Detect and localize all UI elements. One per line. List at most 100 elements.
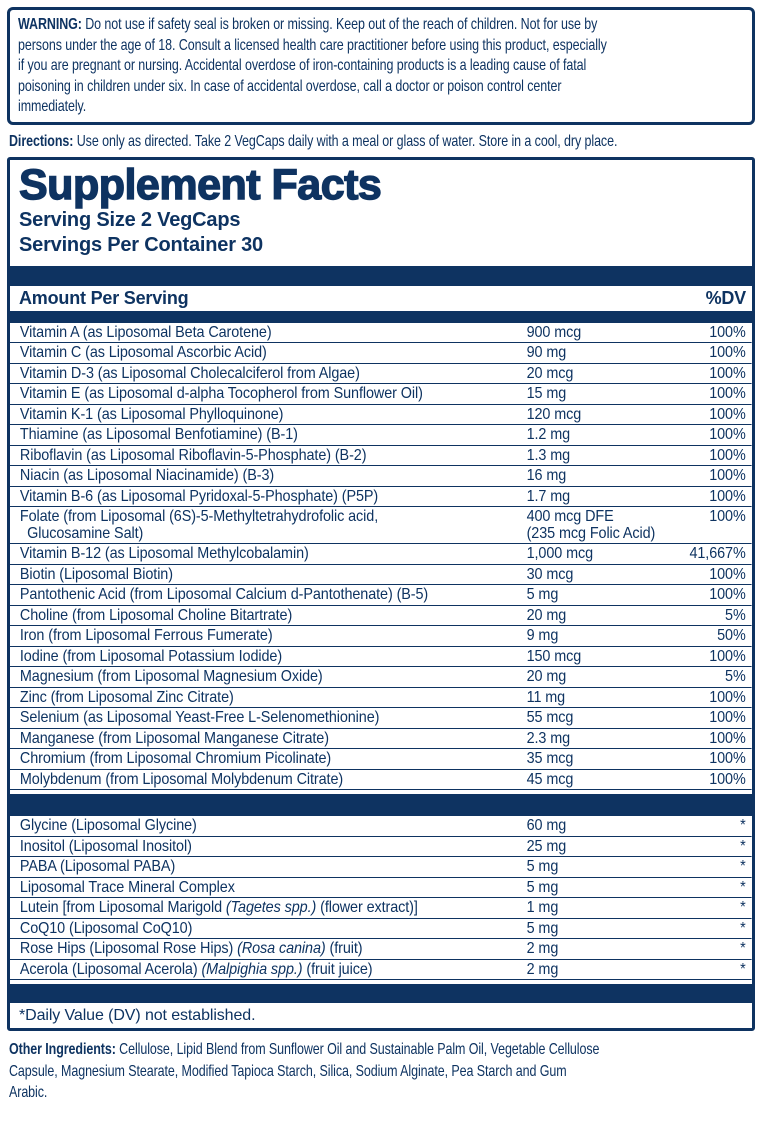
nutrient-name-part: Vitamin K-1 (as Liposomal Phylloquinone) <box>19 405 284 423</box>
amount-line1: 2.3 mg <box>526 729 571 747</box>
nutrient-dv: * <box>740 837 746 855</box>
nutrient-name-line2: Glucosamine Salt) <box>27 524 144 542</box>
nutrient-amount: 2 mg <box>526 960 677 979</box>
nutrient-name-part: Zinc (from Liposomal Zinc Citrate) <box>19 688 234 706</box>
nutrient-dv: 41,667% <box>689 545 746 562</box>
amount-line1: 1.2 mg <box>526 426 571 443</box>
servings-per-container: Servings Per Container 30 <box>19 233 263 256</box>
nutrient-name: Choline (from Liposomal Choline Bitartra… <box>20 607 527 625</box>
nutrient-amount: 120 mcg <box>527 406 677 424</box>
nutrient-name: Liposomal Trace Mineral Complex <box>20 879 527 897</box>
nutrient-amount: 20 mg <box>526 668 677 686</box>
amount-line1: 1.7 mg <box>526 487 571 505</box>
nutrient-name: Inositol (Liposomal Inositol) <box>19 837 527 856</box>
nutrient-name-part: Vitamin A (as Liposomal Beta Carotene) <box>19 323 272 341</box>
nutrient-name: Vitamin C (as Liposomal Ascorbic Acid) <box>20 344 527 362</box>
text-line: Arabic. <box>9 1084 48 1101</box>
amount-line1: 2 mg <box>526 940 559 957</box>
nutrient-name-part: Vitamin E (as Liposomal d-alpha Tocopher… <box>19 385 423 402</box>
table-row: Acerola (Liposomal Acerola) (Malpighia s… <box>10 960 752 980</box>
table-row: Vitamin B-12 (as Liposomal Methylcobalam… <box>10 544 752 565</box>
amount-line2: (235 mcg Folic Acid) <box>526 524 656 542</box>
table-row: Vitamin E (as Liposomal d-alpha Tocopher… <box>10 384 752 405</box>
nutrient-dv: * <box>740 817 746 834</box>
warning-text: WARNING: Do not use if safety seal is br… <box>18 15 744 118</box>
table-row: Zinc (from Liposomal Zinc Citrate) 11 mg 1… <box>10 688 752 708</box>
nutrient-name: Iodine (from Liposomal Potassium Iodide) <box>20 648 527 666</box>
nutrient-dv: * <box>740 899 746 916</box>
nutrient-name-part: (Rosa canina) <box>237 940 326 957</box>
amount-line1: 2 mg <box>526 960 559 978</box>
nutrient-dv: 100% <box>709 508 746 525</box>
divider-bar-top <box>10 265 752 286</box>
nutrient-name-part: Glycine (Liposomal Glycine) <box>19 817 197 834</box>
nutrient-amount: 30 mcg <box>527 566 677 584</box>
nutrient-name: Zinc (from Liposomal Zinc Citrate) <box>19 688 527 707</box>
text-line: Other Ingredients: Cellulose, Lipid Blen… <box>9 1041 600 1058</box>
table-row: Choline (from Liposomal Choline Bitartra… <box>10 606 752 626</box>
nutrient-amount: 15 mg <box>527 385 677 403</box>
amount-line1: 20 mcg <box>526 364 574 382</box>
table-row: Iron (from Liposomal Ferrous Fumerate) 9 … <box>10 626 752 647</box>
nutrient-amount: 400 mcg DFE (235 mcg Folic Acid) <box>526 508 677 542</box>
table-row: CoQ10 (Liposomal CoQ10) 5 mg * <box>10 919 752 939</box>
divider-bar-header <box>10 310 752 323</box>
nutrient-name: Lutein [from Liposomal Marigold (Tagetes… <box>19 899 527 917</box>
nutrient-name: Biotin (Liposomal Biotin) <box>19 565 527 584</box>
nutrient-name: Vitamin A (as Liposomal Beta Carotene) <box>19 323 527 342</box>
panel-header: Supplement Facts Serving Size 2 VegCaps … <box>10 160 752 266</box>
nutrient-amount: 20 mcg <box>526 364 677 383</box>
nutrient-name: Rose Hips (Liposomal Rose Hips) (Rosa ca… <box>20 940 527 958</box>
table-row: Thiamine (as Liposomal Benfotiamine) (B-… <box>10 425 752 446</box>
nutrient-amount: 1.7 mg <box>526 487 677 506</box>
nutrient-dv: 100% <box>709 647 746 665</box>
nutrient-name-part: Inositol (Liposomal Inositol) <box>19 837 192 855</box>
table-row: Inositol (Liposomal Inositol) 25 mg * <box>10 837 752 857</box>
amount-line1: 60 mg <box>526 817 567 834</box>
directions-text: Use only as directed. Take 2 VegCaps dai… <box>76 132 618 150</box>
nutrient-name-part: Vitamin B-12 (as Liposomal Methylcobalam… <box>19 545 309 562</box>
nutrient-dv: 100% <box>709 750 746 767</box>
amount-line1: 1 mg <box>526 899 559 916</box>
nutrient-dv: 100% <box>709 344 746 361</box>
nutrient-name: PABA (Liposomal PABA) <box>19 858 527 876</box>
amount-line1: 16 mg <box>526 467 567 484</box>
nutrient-name-part: Iron (from Liposomal Ferrous Fumerate) <box>19 627 273 644</box>
nutrient-name-part: PABA (Liposomal PABA) <box>19 858 176 875</box>
table-row: Riboflavin (as Liposomal Riboflavin-5-Ph… <box>10 446 752 466</box>
nutrient-name: Manganese (from Liposomal Manganese Citr… <box>19 729 527 748</box>
nutrient-name-part: Thiamine (as Liposomal Benfotiamine) (B-… <box>19 426 298 443</box>
table-row: Manganese (from Liposomal Manganese Citr… <box>10 729 752 749</box>
nutrient-dv: 100% <box>709 405 746 423</box>
nutrient-amount: 1.2 mg <box>526 426 677 444</box>
nutrient-amount: 60 mg <box>526 817 677 835</box>
nutrient-name-part: (flower extract)] <box>316 899 418 916</box>
nutrient-amount: 1,000 mcg <box>527 545 677 563</box>
nutrient-name-part: Manganese (from Liposomal Manganese Citr… <box>19 729 329 747</box>
nutrient-amount: 1.3 mg <box>527 447 677 465</box>
nutrient-amount: 150 mcg <box>527 648 677 666</box>
supplement-facts-panel: Supplement Facts Serving Size 2 VegCaps … <box>7 156 755 1031</box>
nutrient-amount: 11 mg <box>527 689 677 707</box>
directions: Directions: Use only as directed. Take 2… <box>9 132 753 152</box>
table-row: Lutein [from Liposomal Marigold (Tagetes… <box>10 898 752 919</box>
nutrient-name: Iron (from Liposomal Ferrous Fumerate) <box>19 627 527 645</box>
nutrient-amount: 90 mg <box>527 344 677 362</box>
table-row: Glycine (Liposomal Glycine) 60 mg * <box>10 816 752 837</box>
nutrient-name: Molybdenum (from Liposomal Molybdenum Ci… <box>20 771 527 789</box>
table-row: Folate (from Liposomal (6S)-5-Methyltetr… <box>10 507 752 544</box>
table-row: Rose Hips (Liposomal Rose Hips) (Rosa ca… <box>10 939 752 960</box>
amount-line1: 20 mg <box>526 668 567 685</box>
nutrient-name-part: Biotin (Liposomal Biotin) <box>19 565 173 583</box>
text-line: if you are pregnant or nursing. Accident… <box>18 57 587 74</box>
table-row: Vitamin B-6 (as Liposomal Pyridoxal-5-Ph… <box>10 487 752 507</box>
amount-line1: 400 mcg DFE <box>526 508 614 525</box>
nutrient-name: Vitamin B-12 (as Liposomal Methylcobalam… <box>19 545 527 563</box>
nutrient-name: Niacin (as Liposomal Niacinamide) (B-3) <box>20 467 527 485</box>
nutrient-dv: 100% <box>709 729 746 747</box>
nutrient-amount: 16 mg <box>526 467 677 485</box>
text-line: persons under the age of 18. Consult a l… <box>18 36 607 54</box>
nutrient-name-part: Lutein [from Liposomal Marigold <box>19 899 226 916</box>
nutrient-amount: 45 mcg <box>527 771 677 789</box>
nutrient-name-part: Vitamin D-3 (as Liposomal Cholecalcifero… <box>19 364 360 382</box>
